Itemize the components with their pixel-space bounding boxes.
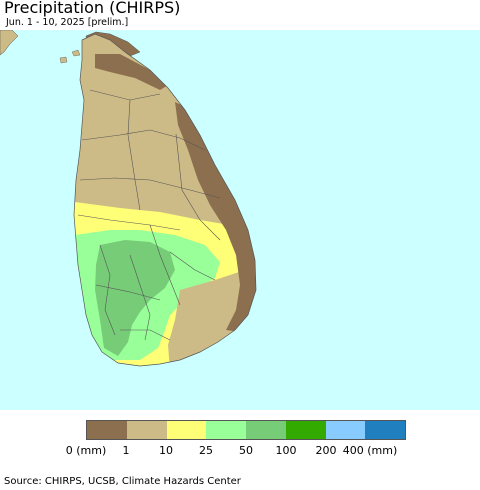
rainfall-shading (74, 34, 256, 366)
legend-swatch-5 (285, 421, 326, 439)
legend-labels: 0 (mm) 1 10 25 50 100 200 400 (mm) (0, 444, 480, 458)
legend-colorbar (86, 420, 406, 440)
legend-swatch-4 (246, 421, 286, 439)
island (59, 56, 68, 64)
legend-label-1: 1 (122, 444, 130, 457)
legend-label-7: 400 (mm) (342, 444, 398, 457)
map-title: Precipitation (CHIRPS) (4, 0, 181, 17)
legend-label-6: 200 (315, 444, 337, 457)
india-landmass (0, 30, 19, 56)
legend-swatch-2 (166, 421, 207, 439)
legend-label-2: 10 (159, 444, 173, 457)
legend-label-0: 0 (mm) (65, 444, 107, 457)
sri-lanka-outline (73, 33, 257, 367)
legend-swatch-7 (365, 421, 405, 439)
map-area (0, 30, 480, 410)
legend-label-5: 100 (275, 444, 297, 457)
legend-label-4: 50 (239, 444, 253, 457)
legend-swatch-3 (206, 421, 246, 439)
legend-swatch-1 (126, 421, 167, 439)
island (71, 49, 81, 57)
legend-swatch-6 (325, 421, 366, 439)
source-credit: Source: CHIRPS, UCSB, Climate Hazards Ce… (4, 476, 241, 487)
map-subtitle: Jun. 1 - 10, 2025 [prelim.] (6, 17, 129, 28)
legend-swatch-0 (87, 421, 127, 439)
precipitation-map (0, 30, 257, 367)
legend-label-3: 25 (199, 444, 213, 457)
